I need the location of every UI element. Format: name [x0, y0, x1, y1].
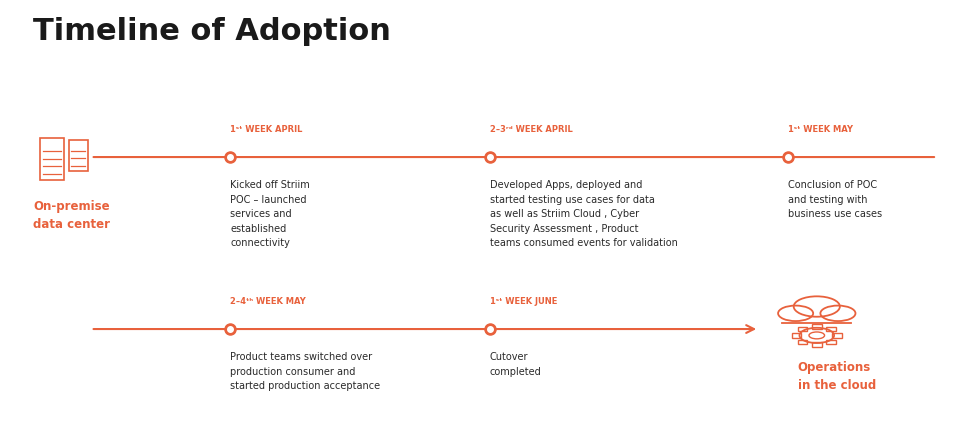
Text: 1ˢᵗ WEEK MAY: 1ˢᵗ WEEK MAY — [787, 125, 852, 134]
Text: 1ˢᵗ WEEK APRIL: 1ˢᵗ WEEK APRIL — [230, 125, 302, 134]
Text: 2–4ᵗʰ WEEK MAY: 2–4ᵗʰ WEEK MAY — [230, 297, 305, 306]
Text: Cutover
completed: Cutover completed — [489, 352, 541, 377]
Text: Conclusion of POC
and testing with
business use cases: Conclusion of POC and testing with busin… — [787, 181, 881, 219]
Text: On-premise
data center: On-premise data center — [33, 200, 109, 230]
Text: Product teams switched over
production consumer and
started production acceptanc: Product teams switched over production c… — [230, 352, 380, 391]
Text: 1ˢᵗ WEEK JUNE: 1ˢᵗ WEEK JUNE — [489, 297, 556, 306]
Text: Developed Apps, deployed and
started testing use cases for data
as well as Strii: Developed Apps, deployed and started tes… — [489, 181, 677, 248]
Text: Timeline of Adoption: Timeline of Adoption — [33, 17, 391, 46]
Text: Operations
in the cloud: Operations in the cloud — [797, 361, 875, 392]
Text: 2–3ʳᵈ WEEK APRIL: 2–3ʳᵈ WEEK APRIL — [489, 125, 572, 134]
FancyBboxPatch shape — [779, 313, 853, 323]
Text: Kicked off Striim
POC – launched
services and
established
connectivity: Kicked off Striim POC – launched service… — [230, 181, 309, 248]
